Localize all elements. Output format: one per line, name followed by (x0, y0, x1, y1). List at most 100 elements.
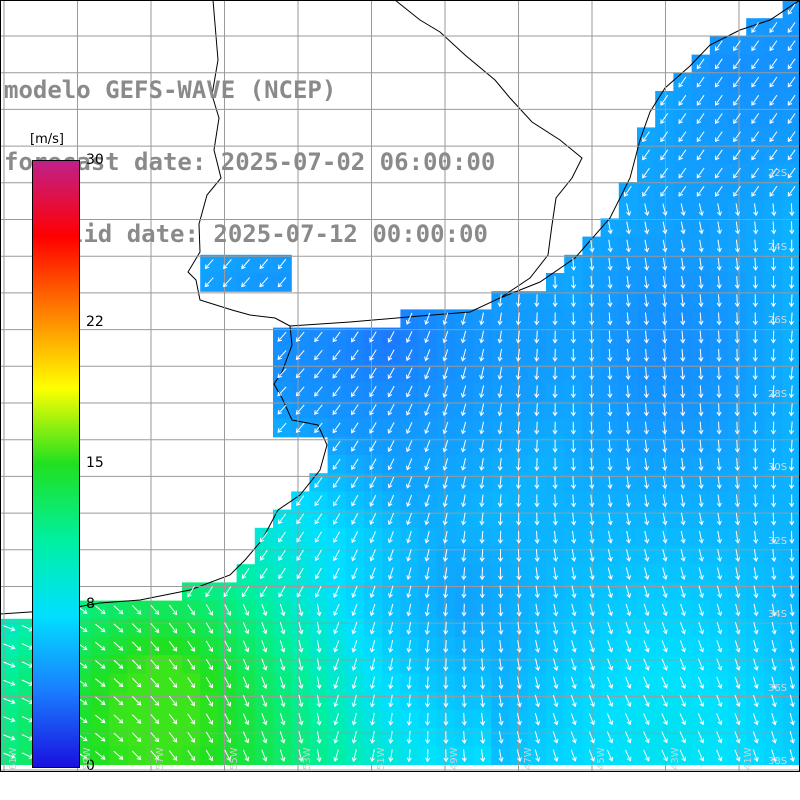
wind-arrow (388, 621, 394, 635)
wind-arrow (698, 348, 704, 362)
wind-arrow (424, 403, 431, 416)
wind-arrow (515, 439, 521, 453)
wind-arrow (680, 622, 686, 635)
wind-arrow (296, 513, 305, 525)
wind-arrow (716, 330, 722, 344)
wind-arrow (333, 749, 339, 762)
wind-arrow (369, 494, 377, 507)
wind-arrow (751, 40, 760, 52)
wind-arrow (205, 677, 213, 689)
wind-arrow (771, 621, 777, 635)
wind-arrow (424, 676, 431, 690)
wind-arrow (552, 676, 559, 690)
wind-arrow (716, 622, 723, 635)
wind-arrow (698, 330, 704, 344)
wind-arrow (351, 603, 358, 617)
wind-arrow (644, 567, 650, 580)
wind-arrow (351, 749, 357, 763)
wind-arrow (205, 658, 213, 671)
wind-arrow (498, 585, 504, 599)
wind-arrow (698, 585, 704, 599)
wind-arrow (479, 549, 485, 563)
colorbar-tick-label: 30 (86, 152, 104, 168)
wind-arrow (534, 549, 540, 563)
wind-arrow (716, 421, 722, 435)
wind-arrow (333, 585, 340, 598)
wind-arrow (769, 113, 778, 124)
wind-arrow (369, 513, 377, 525)
wind-arrow (113, 750, 124, 760)
wind-arrow (789, 658, 795, 672)
wind-arrow (735, 549, 741, 562)
wind-arrow (298, 603, 304, 617)
wind-arrow (277, 350, 287, 360)
wind-arrow (534, 348, 540, 362)
wind-arrow (771, 203, 777, 217)
wind-arrow (479, 494, 485, 508)
wind-arrow (769, 149, 778, 161)
wind-arrow (279, 694, 286, 708)
wind-arrow (405, 349, 413, 362)
wind-arrow (515, 385, 521, 399)
wind-arrow (222, 277, 232, 288)
wind-arrow (662, 494, 668, 508)
wind-arrow (662, 294, 668, 308)
wind-arrow (168, 604, 178, 616)
wind-arrow (570, 439, 576, 453)
wind-arrow (314, 404, 323, 415)
longitude-label: 41W (743, 747, 754, 770)
wind-arrow (460, 312, 467, 326)
wind-arrow (625, 494, 631, 508)
wind-arrow (753, 530, 759, 544)
wind-arrow (680, 567, 686, 580)
wind-arrow (515, 476, 522, 490)
wind-arrow (497, 385, 503, 399)
wind-arrow (789, 257, 795, 271)
wind-arrow (680, 439, 686, 453)
wind-arrow (770, 312, 777, 326)
latitude-label: 32S (768, 535, 788, 547)
wind-arrow (515, 312, 521, 326)
wind-arrow (369, 331, 377, 343)
longitude-label: 59W (81, 747, 93, 770)
wind-arrow (113, 732, 124, 742)
wind-arrow (131, 605, 142, 615)
wind-arrow (515, 403, 521, 417)
wind-arrow (314, 549, 322, 562)
wind-arrow (552, 294, 558, 308)
wind-arrow (734, 476, 740, 490)
wind-arrow (333, 713, 339, 726)
wind-arrow (770, 385, 776, 399)
wind-arrow (516, 567, 522, 581)
wind-arrow (735, 530, 741, 544)
wind-arrow (535, 658, 541, 672)
wind-arrow (351, 422, 359, 434)
wind-arrow (298, 694, 304, 708)
wind-arrow (680, 203, 686, 217)
wind-arrow (131, 623, 142, 633)
wind-arrow (497, 330, 503, 344)
wind-arrow (787, 131, 796, 143)
wind-arrow (277, 513, 287, 525)
longitude-label: 45W (596, 747, 607, 770)
wind-arrow (771, 567, 777, 581)
wind-arrow (241, 568, 250, 580)
wind-arrow (223, 586, 232, 598)
wind-arrow (607, 385, 613, 399)
wind-arrow (734, 276, 740, 290)
wind-arrow (279, 713, 286, 726)
wind-arrow (460, 330, 467, 344)
wind-arrow (733, 76, 741, 88)
wind-arrow (787, 185, 796, 197)
wind-arrow (716, 676, 723, 689)
wind-arrow (279, 658, 286, 671)
wind-arrow (696, 167, 705, 179)
wind-arrow (242, 640, 250, 653)
wind-arrow (150, 623, 160, 634)
wind-arrow (442, 385, 449, 398)
wind-arrow (607, 367, 613, 381)
wind-arrow (625, 312, 631, 326)
wind-arrow (607, 330, 613, 344)
wind-arrow (771, 713, 777, 726)
wind-arrow (752, 749, 759, 762)
